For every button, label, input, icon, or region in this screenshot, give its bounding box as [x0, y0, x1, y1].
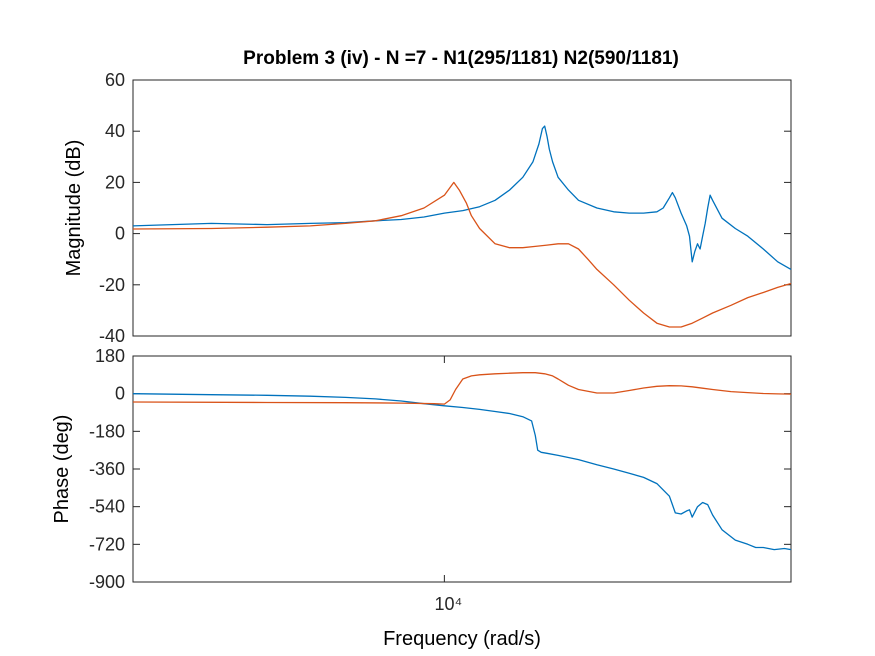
- phase-y-axis-label: Phase (deg): [51, 415, 73, 524]
- magnitude-y-tick-label: 60: [105, 70, 125, 90]
- phase-series-2-line: [132, 372, 792, 405]
- x-tick-label-10e4: 10⁴: [434, 594, 462, 614]
- phase-y-tick-label: -720: [89, 534, 125, 554]
- phase-series-lines: [132, 372, 792, 551]
- phase-y-tick-label: 180: [95, 346, 125, 366]
- magnitude-y-tick-label: 20: [105, 172, 125, 192]
- magnitude-y-tick-label: 40: [105, 121, 125, 141]
- magnitude-y-tick-label: 0: [115, 224, 125, 244]
- phase-y-tick-label: -360: [89, 459, 125, 479]
- magnitude-y-ticks: 60 40 20 0 -20 -40: [99, 70, 791, 346]
- phase-y-tick-label: -540: [89, 497, 125, 517]
- magnitude-axes-frame: [132, 79, 792, 337]
- phase-axes: 180 0 -180 -360 -540 -720 -900 Phase (deg) 10⁴…: [51, 346, 792, 650]
- magnitude-y-tick-label: -20: [99, 275, 125, 295]
- magnitude-series-lines: [132, 125, 792, 328]
- phase-axes-frame: [132, 355, 792, 583]
- magnitude-y-axis-label: Magnitude (dB): [63, 140, 85, 277]
- magnitude-axes: 60 40 20 0 -20 -40 Magnitude (dB): [63, 70, 792, 346]
- x-axis-label: Frequency (rad/s): [383, 628, 541, 650]
- phase-y-tick-label: -900: [89, 572, 125, 592]
- magnitude-y-tick-label: -40: [99, 326, 125, 346]
- phase-y-tick-label: -180: [89, 421, 125, 441]
- phase-series-1-line: [132, 393, 792, 551]
- magnitude-series-2-line: [132, 181, 792, 328]
- phase-y-ticks: 180 0 -180 -360 -540 -720 -900: [89, 346, 791, 592]
- chart-title: Problem 3 (iv) - N =7 - N1(295/1181) N2(…: [243, 48, 679, 69]
- magnitude-series-1-line: [132, 125, 792, 270]
- phase-y-tick-label: 0: [115, 384, 125, 404]
